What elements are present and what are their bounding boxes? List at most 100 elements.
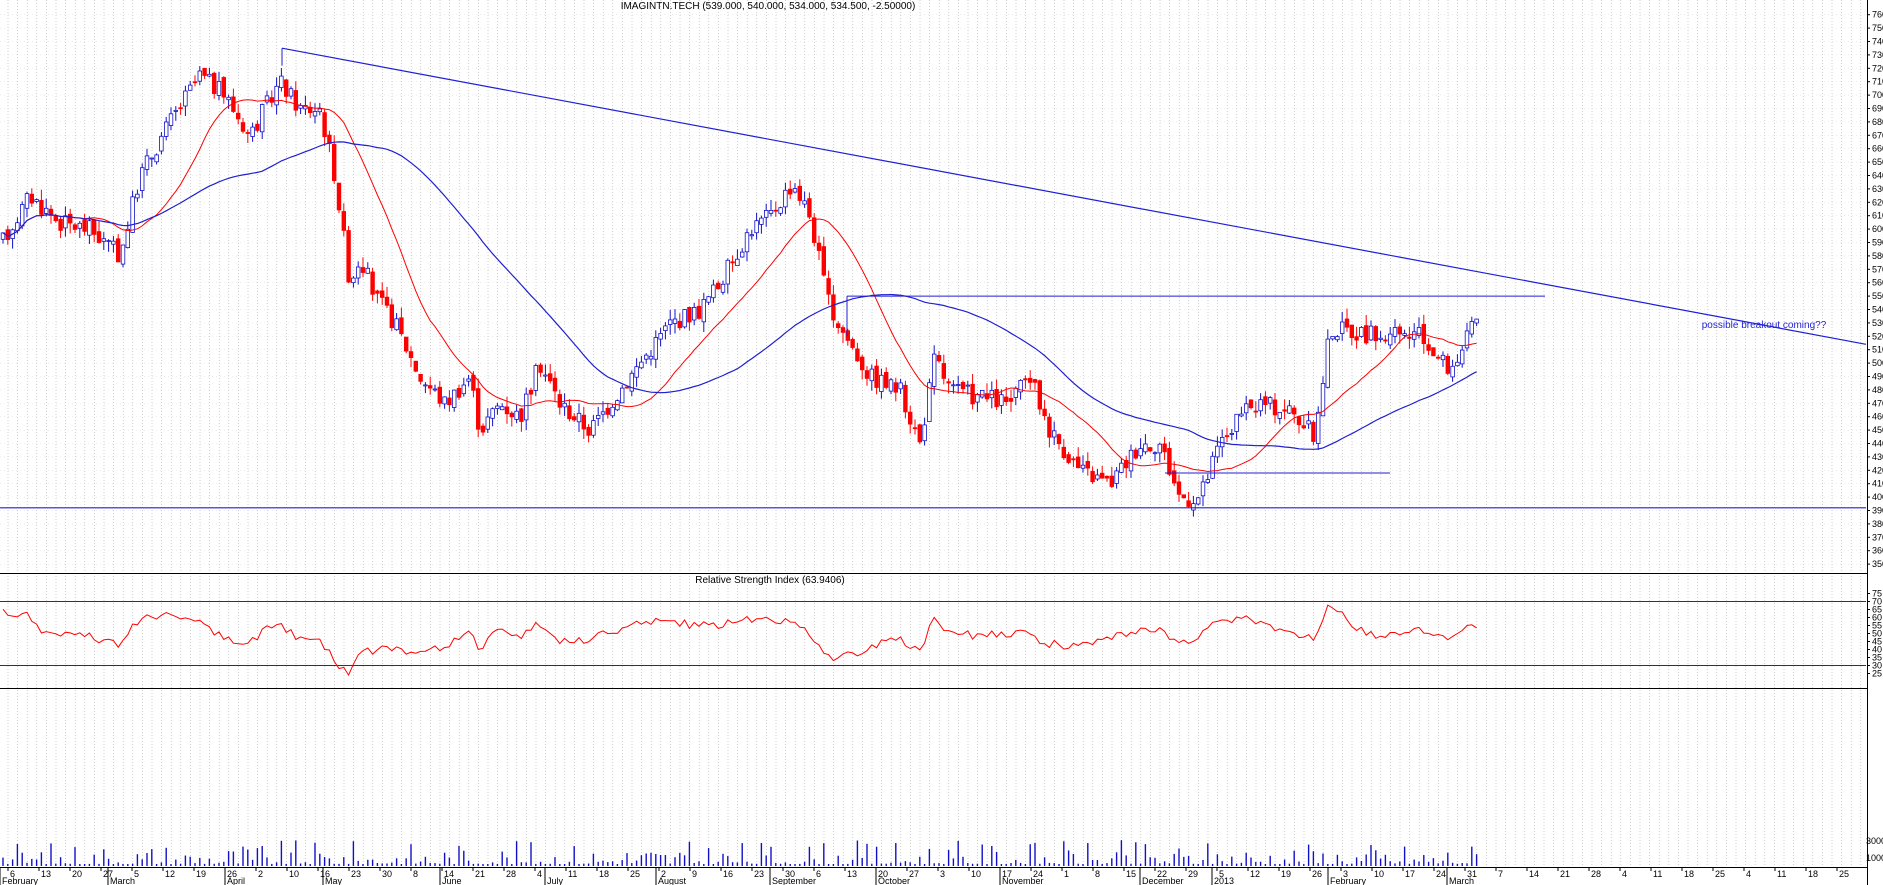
candle-body bbox=[1436, 356, 1441, 359]
date-tick-label: 12 bbox=[1250, 869, 1260, 879]
candle-body bbox=[1445, 355, 1450, 374]
date-tick-label: 6 bbox=[10, 869, 15, 879]
candle-body bbox=[605, 407, 610, 415]
candle-body bbox=[1018, 379, 1023, 393]
candle-body bbox=[1152, 452, 1158, 455]
candle-body bbox=[1412, 331, 1417, 340]
candle-body bbox=[620, 387, 625, 404]
price-tick-label: 670 bbox=[1872, 130, 1883, 140]
rsi-tick-label: 60 bbox=[1872, 613, 1882, 623]
candle-body bbox=[759, 217, 764, 225]
candle-body bbox=[111, 240, 116, 245]
candle-body bbox=[221, 77, 226, 98]
date-tick-label: 3 bbox=[1343, 869, 1348, 879]
price-tick-label: 450 bbox=[1872, 425, 1883, 435]
candle-body bbox=[960, 381, 966, 390]
candle-body bbox=[826, 278, 831, 295]
candle-body bbox=[932, 353, 937, 387]
candle-body bbox=[1277, 411, 1282, 419]
candle-body bbox=[538, 364, 543, 373]
candle-body bbox=[754, 220, 759, 234]
candle-body bbox=[581, 414, 586, 430]
price-tick-label: 660 bbox=[1872, 144, 1883, 154]
candle-body bbox=[1085, 460, 1090, 469]
candle-body bbox=[216, 81, 222, 96]
candle-body bbox=[1172, 470, 1177, 484]
candle-body bbox=[802, 200, 807, 205]
candle-body bbox=[692, 306, 697, 321]
candle-body bbox=[44, 207, 49, 214]
candle-body bbox=[975, 393, 980, 403]
price-tick-label: 560 bbox=[1872, 278, 1883, 288]
moving-average-fast bbox=[2, 99, 1477, 473]
volume-panel bbox=[2, 840, 1478, 866]
price-tick-label: 620 bbox=[1872, 197, 1883, 207]
candle-body bbox=[1272, 399, 1278, 416]
date-tick-label: 30 bbox=[785, 869, 795, 879]
candle-body bbox=[341, 211, 346, 231]
candle-body bbox=[1186, 500, 1191, 507]
date-tick-label: 26 bbox=[1312, 869, 1322, 879]
candle-body bbox=[1032, 379, 1038, 383]
price-tick-label: 710 bbox=[1872, 77, 1883, 87]
candle-body bbox=[720, 283, 726, 293]
candle-body bbox=[735, 258, 740, 267]
candle-body bbox=[427, 385, 433, 389]
month-label: 2013 bbox=[1214, 876, 1234, 885]
candle-body bbox=[980, 389, 985, 398]
price-tick-label: 590 bbox=[1872, 238, 1883, 248]
candle-body bbox=[908, 411, 913, 425]
candle-body bbox=[322, 112, 327, 138]
candle-body bbox=[1431, 347, 1436, 357]
candle-body bbox=[1282, 409, 1287, 412]
candle-body bbox=[1388, 333, 1393, 346]
candle-body bbox=[648, 355, 654, 360]
candle-body bbox=[1080, 464, 1086, 469]
candle-body bbox=[154, 154, 159, 163]
date-tick-label: 10 bbox=[1374, 869, 1384, 879]
candle-body bbox=[845, 330, 850, 341]
candle-body bbox=[922, 424, 927, 442]
moving-average-slow bbox=[2, 141, 1477, 450]
candle-body bbox=[1383, 339, 1388, 342]
downtrend-line bbox=[281, 47, 1867, 345]
candle-body bbox=[1013, 387, 1018, 398]
candle-body bbox=[524, 393, 529, 421]
candle-body bbox=[600, 411, 606, 415]
candle-body bbox=[1042, 408, 1047, 417]
candle-body bbox=[548, 373, 553, 382]
candle-body bbox=[1239, 413, 1244, 417]
candle-body bbox=[466, 378, 471, 382]
date-tick-label: 4 bbox=[1622, 869, 1627, 879]
candle-body bbox=[1354, 336, 1359, 341]
candle-body bbox=[499, 406, 505, 411]
date-tick-label: 3 bbox=[940, 869, 945, 879]
candle-body bbox=[903, 384, 908, 413]
price-tick-label: 490 bbox=[1872, 372, 1883, 382]
candle-body bbox=[1248, 399, 1254, 409]
date-tick-label: 13 bbox=[41, 869, 51, 879]
price-tick-label: 440 bbox=[1872, 439, 1883, 449]
candle-body bbox=[1301, 425, 1306, 429]
candle-body bbox=[259, 104, 265, 133]
month-label: June bbox=[442, 876, 462, 885]
candle-body bbox=[1368, 325, 1374, 341]
candle-body bbox=[288, 88, 294, 97]
candle-body bbox=[68, 213, 73, 224]
date-tick-label: 30 bbox=[382, 869, 392, 879]
candle-body bbox=[1373, 326, 1378, 342]
candle-body bbox=[1460, 349, 1465, 365]
candle-body bbox=[725, 259, 730, 285]
candle-body bbox=[317, 108, 322, 113]
candle-body bbox=[831, 294, 836, 321]
candle-body bbox=[788, 188, 793, 195]
price-tick-label: 680 bbox=[1872, 117, 1883, 127]
candle-body bbox=[403, 336, 409, 352]
candle-body bbox=[927, 382, 932, 423]
month-label: November bbox=[1002, 876, 1044, 885]
candle-body bbox=[778, 207, 783, 214]
candle-body bbox=[1426, 344, 1431, 351]
candle-body bbox=[562, 402, 567, 408]
price-panel bbox=[0, 47, 1867, 517]
candle-body bbox=[1320, 382, 1326, 417]
